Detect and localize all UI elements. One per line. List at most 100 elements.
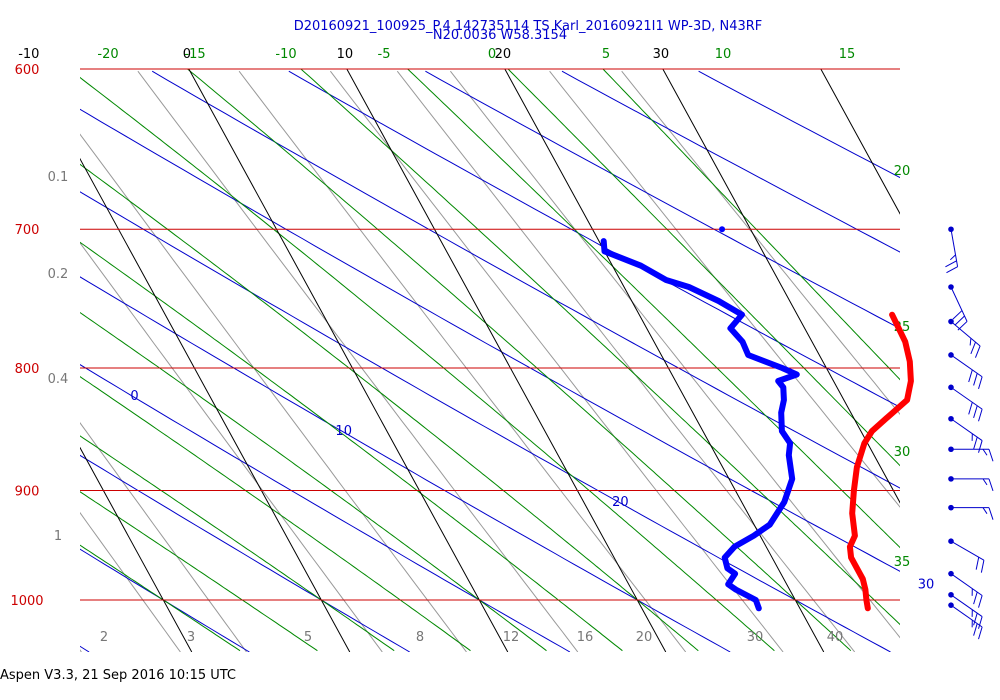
dry-adiabat-line — [80, 276, 731, 652]
moist-adiabat-line — [80, 435, 395, 652]
pressure-label: 900 — [15, 484, 40, 499]
moist-adiabat-line — [602, 69, 900, 381]
mixing-ratio-label: 30 — [747, 630, 764, 645]
dewpoint-trace — [600, 238, 800, 612]
dry-adiabat-label: 30 — [918, 577, 935, 592]
dry-adiabat-label: 0 — [130, 389, 138, 404]
isotherm-line — [188, 69, 509, 652]
pressure-label: 600 — [15, 63, 40, 78]
moist-adiabat-label: -15 — [184, 47, 205, 62]
dry-adiabat-line — [80, 108, 900, 572]
wind-barb — [945, 226, 959, 274]
moist-adiabat-label: 5 — [602, 47, 610, 62]
isotherm-line — [820, 69, 900, 215]
moist-adiabat-label: 10 — [715, 47, 732, 62]
isotherm-line — [662, 69, 900, 504]
moist-adiabat-line — [80, 491, 318, 652]
moist-adiabat-line — [80, 241, 623, 652]
mixing-ratio-line — [621, 70, 900, 415]
mixing-ratio-label: 3 — [187, 630, 195, 645]
mixing-ratio-line — [137, 70, 579, 652]
dewpoint-outlier-point — [719, 226, 726, 233]
mixing-ratio-label: 0.1 — [48, 170, 69, 185]
dry-adiabat-line — [288, 70, 900, 408]
dry-adiabat-line — [425, 70, 900, 330]
mixing-ratio-line — [238, 70, 687, 652]
mixing-ratio-line — [330, 70, 784, 652]
dry-adiabat-line — [151, 70, 900, 489]
dry-adiabat-label: 10 — [335, 424, 352, 439]
moist-adiabat-line — [80, 163, 699, 652]
moist-adiabat-label: 0 — [488, 47, 496, 62]
mixing-ratio-line — [450, 70, 900, 639]
isotherm-line — [0, 69, 34, 652]
dry-adiabat-lines — [80, 70, 900, 652]
isotherm-label: -10 — [18, 47, 39, 62]
moist-adiabat-label: 35 — [894, 555, 911, 570]
mixing-ratio-line — [80, 649, 82, 652]
moist-adiabat-line — [507, 69, 900, 467]
wind-barb — [948, 602, 983, 640]
isotherm-line — [346, 69, 667, 652]
pressure-label: 1000 — [10, 594, 43, 609]
dry-adiabat-line — [80, 645, 90, 652]
mixing-ratio-label: 0.4 — [48, 372, 69, 387]
mixing-ratio-line — [80, 422, 247, 652]
wind-barb — [948, 476, 994, 492]
chart-title-line1: D20160921_100925_P.4 142735114 TS Karl_2… — [294, 19, 763, 34]
isotherm-line — [80, 157, 351, 652]
moist-adiabat-label: 15 — [839, 47, 856, 62]
moist-adiabat-label: -5 — [378, 47, 391, 62]
wind-barb — [948, 591, 983, 629]
wind-barb — [948, 504, 994, 520]
moist-adiabat-line — [80, 76, 775, 652]
moist-adiabat-line — [80, 376, 471, 652]
mixing-ratio-label: 20 — [636, 630, 653, 645]
wind-barb — [948, 570, 983, 608]
sounding-traces — [600, 226, 914, 612]
isotherm-line — [504, 69, 825, 652]
moist-adiabat-lines — [80, 69, 900, 652]
isotherm-line — [80, 446, 193, 652]
wind-barbs — [945, 226, 994, 640]
chart-title-line2: N20.0036 W58.3154 — [433, 28, 567, 43]
isotherm-label: 10 — [337, 47, 354, 62]
dry-adiabat-line — [80, 454, 410, 652]
dry-adiabat-label: 20 — [612, 495, 629, 510]
moist-adiabat-line — [187, 69, 852, 652]
dry-adiabat-line — [698, 70, 900, 179]
mixing-ratio-line — [396, 70, 856, 652]
isotherm-line — [979, 69, 1000, 652]
mixing-ratio-label: 12 — [503, 630, 520, 645]
moist-adiabat-line — [80, 544, 241, 652]
pressure-label: 700 — [15, 223, 40, 238]
dry-adiabat-line — [80, 548, 250, 652]
mixing-ratio-label: 5 — [304, 630, 312, 645]
footer-version: Aspen V3.3, 21 Sep 2016 10:15 UTC — [0, 668, 237, 683]
temperature-trace — [846, 311, 914, 612]
wind-barb — [948, 384, 983, 422]
mixing-ratio-label: 0.2 — [48, 267, 69, 282]
moist-adiabat-line — [300, 69, 900, 626]
wind-barb — [948, 538, 985, 573]
mixing-ratio-line — [80, 133, 467, 652]
wind-barb — [948, 446, 994, 462]
mixing-ratio-label: 8 — [416, 630, 424, 645]
moist-adiabat-label: 20 — [894, 164, 911, 179]
moist-adiabat-label: -10 — [275, 47, 296, 62]
isotherm-label: 0 — [183, 47, 191, 62]
pressure-label: 800 — [15, 362, 40, 377]
isotherm-lines — [0, 69, 1000, 652]
mixing-ratio-label: 16 — [577, 630, 594, 645]
wind-barb — [948, 352, 983, 390]
moist-adiabat-label: -20 — [97, 47, 118, 62]
mixing-ratio-label: 40 — [827, 630, 844, 645]
mixing-ratio-label: 2 — [100, 630, 108, 645]
wind-barb — [948, 415, 983, 453]
mixing-ratio-label: 1 — [54, 529, 62, 544]
isobar-lines — [80, 68, 900, 601]
moist-adiabat-line — [407, 69, 900, 549]
dry-adiabat-line — [80, 191, 891, 652]
mixing-ratio-line — [80, 242, 383, 652]
